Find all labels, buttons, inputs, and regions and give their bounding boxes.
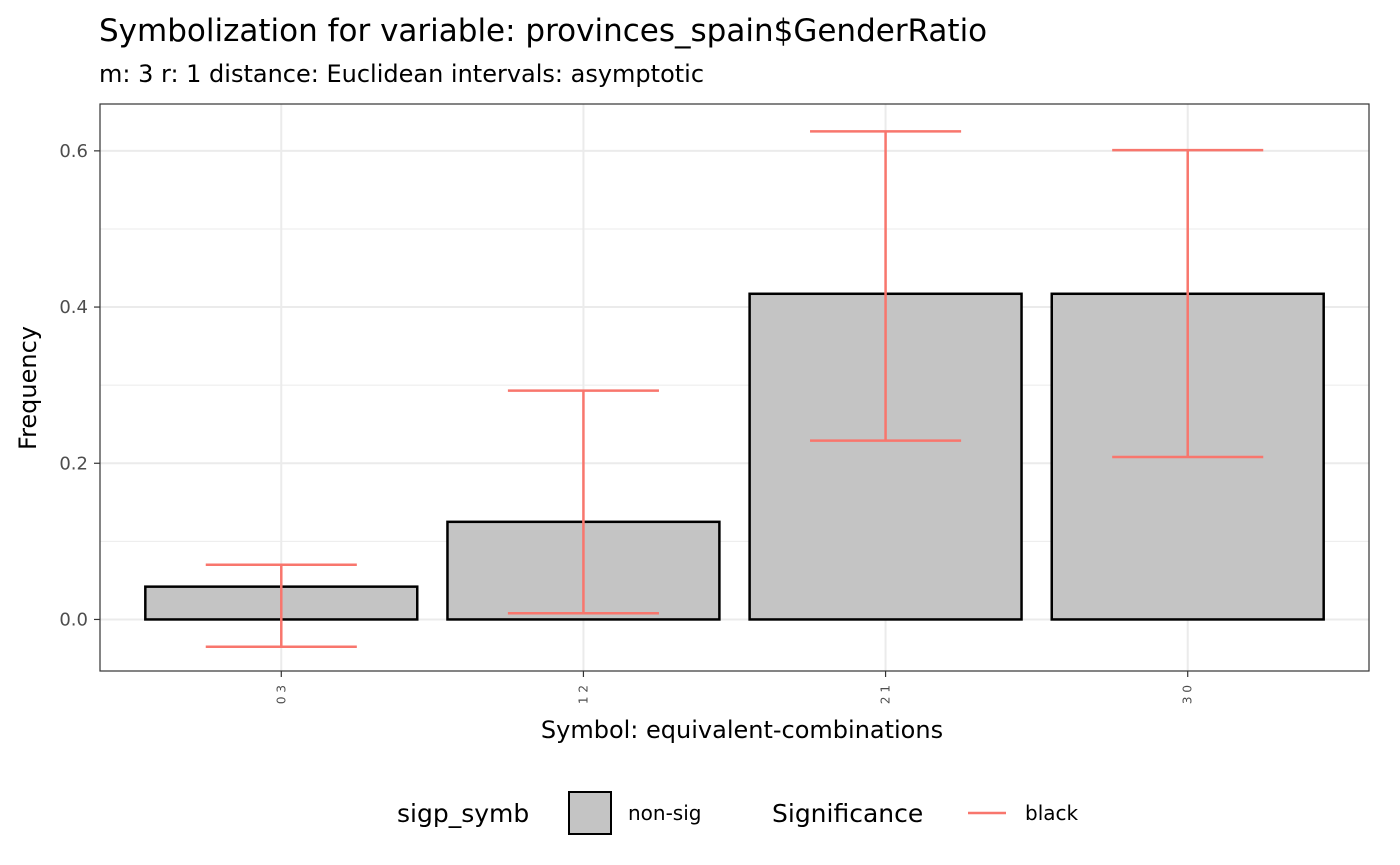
x-tick-label: 0 3 [274,685,288,704]
legend-line-title: Significance [772,799,923,828]
legend-fill-key [568,791,612,835]
x-tick-label: 3 0 [1181,685,1195,704]
y-tick-label: 0.4 [59,297,88,318]
y-tick-label: 0.6 [59,141,88,162]
x-tick-label: 1 2 [576,685,590,704]
y-axis-title: Frequency [14,326,42,450]
x-tick-label: 2 1 [879,685,893,704]
legend-fill-title: sigp_symb [397,799,529,828]
legend: sigp_symb non-sig Significance black [397,791,1079,835]
x-axis-title: Symbol: equivalent-combinations [541,716,943,744]
legend-line-label: black [1025,801,1079,825]
y-tick-label: 0.0 [59,609,88,630]
x-axis: 0 3 1 2 2 1 3 0 [274,671,1195,704]
y-axis: 0.0 0.2 0.4 0.6 [59,141,100,630]
legend-fill-label: non-sig [628,801,701,825]
errorbars [205,130,1264,649]
plot-panel-border [99,103,1370,672]
chart-title: Symbolization for variable: provinces_sp… [99,13,987,49]
y-tick-label: 0.2 [59,453,88,474]
chart-subtitle: m: 3 r: 1 distance: Euclidean intervals:… [99,60,704,88]
